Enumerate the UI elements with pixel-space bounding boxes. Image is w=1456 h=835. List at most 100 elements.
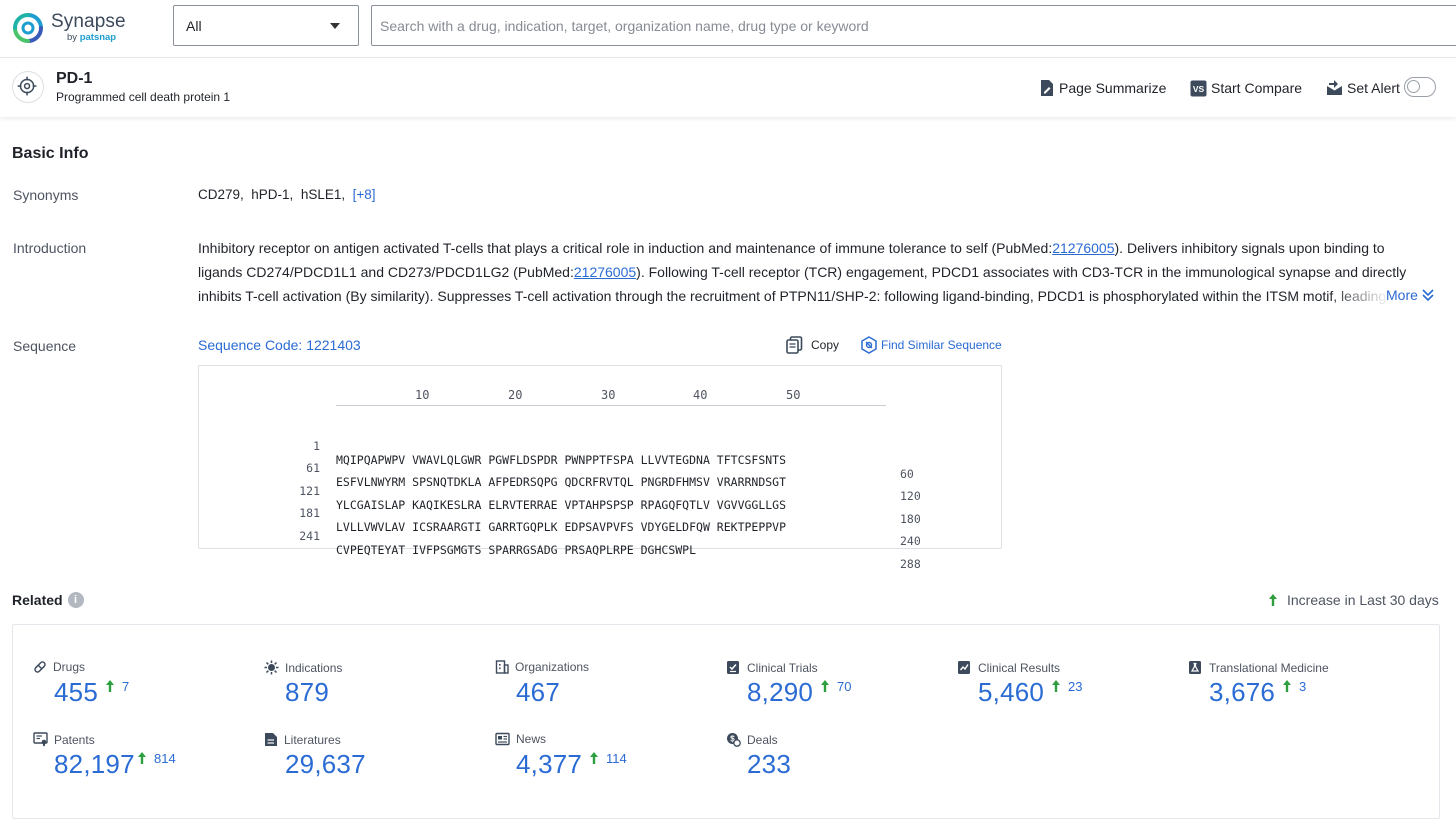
stat-indications[interactable]: Indications 879: [264, 660, 484, 726]
search-scope-select[interactable]: All: [173, 5, 359, 46]
intro-line: Inhibitory receptor on antigen activated…: [198, 236, 1438, 260]
info-icon[interactable]: i: [68, 592, 84, 608]
intro-more-button[interactable]: More: [1386, 287, 1435, 303]
stat-increase-value: 23: [1068, 679, 1082, 694]
find-similar-sequence-button[interactable]: Find Similar Sequence: [860, 336, 1002, 354]
virus-icon: [264, 660, 279, 675]
stat-header: News: [495, 732, 546, 746]
synonyms-list: CD279, hPD-1, hSLE1, [+8]: [198, 187, 376, 202]
intro-fade: [1330, 284, 1390, 306]
logo-by: by: [67, 32, 77, 43]
copy-button[interactable]: Copy: [786, 336, 839, 354]
stat-increase-value: 3: [1299, 679, 1306, 694]
logo-name: Synapse: [51, 11, 126, 33]
stat-header: Translational Medicine: [1188, 660, 1329, 675]
set-alert-button[interactable]: Set Alert: [1326, 78, 1400, 98]
stat-increase: 814: [137, 751, 176, 766]
pill-icon: [33, 660, 47, 674]
stat-increase: 7: [105, 679, 129, 694]
basic-info-title: Basic Info: [12, 145, 88, 163]
sequence-residues: CVPEQTEYAT IVFPSGMGTS SPARRGSADG PRSAQPL…: [336, 543, 696, 557]
copy-label: Copy: [811, 338, 839, 352]
compare-icon: VS: [1190, 80, 1207, 97]
stat-clinical-trials[interactable]: Clinical Trials 8,290 70: [726, 660, 946, 726]
start-compare-label: Start Compare: [1211, 80, 1302, 96]
stat-label: Literatures: [284, 733, 341, 747]
stat-label: Deals: [747, 733, 778, 747]
molecule-icon: [860, 336, 878, 354]
stat-header: $ Deals: [726, 732, 778, 747]
sequence-row: 241 CVPEQTEYAT IVFPSGMGTS SPARRGSADG PRS…: [0, 515, 1000, 571]
entity-header: PD-1 Programmed cell death protein 1 Pag…: [0, 59, 1456, 117]
newspaper-icon: [495, 732, 510, 746]
related-title: Related i: [12, 592, 84, 608]
money-icon: $: [726, 732, 741, 747]
arrow-up-icon: [1051, 679, 1061, 693]
stat-organizations[interactable]: Organizations 467: [495, 660, 715, 726]
ruler-tick: 30: [601, 388, 615, 402]
stat-value: 5,460: [978, 677, 1044, 708]
stat-deals[interactable]: $ Deals 233: [726, 732, 946, 798]
arrow-up-icon: [1282, 679, 1292, 693]
introduction-text: Inhibitory receptor on antigen activated…: [198, 236, 1438, 308]
stat-drugs[interactable]: Drugs 455 7: [33, 660, 253, 726]
find-similar-label: Find Similar Sequence: [881, 338, 1002, 352]
ruler-tick: 10: [415, 388, 429, 402]
target-icon: [12, 71, 44, 103]
sequence-start: 241: [260, 529, 320, 543]
synapse-logo[interactable]: Synapse by patsnap: [12, 10, 152, 46]
stat-value: 29,637: [285, 749, 366, 780]
flask-doc-icon: [1188, 660, 1203, 675]
stat-label: Patents: [54, 733, 95, 747]
stat-translational-medicine[interactable]: Translational Medicine 3,676 3: [1188, 660, 1408, 726]
intro-text: ). Following T-cell receptor (TCR) engag…: [636, 264, 1406, 280]
sequence-ruler: 10 20 30 40 50: [336, 388, 886, 406]
synonyms-more-link[interactable]: [+8]: [353, 187, 376, 202]
document-pen-icon: [1039, 79, 1055, 97]
arrow-up-icon: [1268, 593, 1278, 607]
related-title-label: Related: [12, 592, 63, 608]
intro-line: inhibits T-cell activation (By similarit…: [198, 284, 1438, 308]
sequence-end: 288: [900, 557, 921, 571]
set-alert-label: Set Alert: [1347, 80, 1400, 96]
intro-text: ligands CD274/PDCD1L1 and CD273/PDCD1LG2…: [198, 264, 574, 280]
sequence-code-link[interactable]: Sequence Code: 1221403: [198, 337, 361, 353]
arrow-up-icon: [105, 679, 115, 693]
pubmed-link[interactable]: 21276005: [1052, 240, 1114, 256]
stat-increase: 23: [1051, 679, 1082, 694]
stat-header: Literatures: [264, 732, 341, 747]
chart-doc-icon: [957, 660, 972, 675]
stat-label: Clinical Results: [978, 661, 1060, 675]
intro-more-label: More: [1386, 287, 1418, 303]
clipboard-icon: [726, 660, 741, 675]
search-input[interactable]: [380, 6, 1450, 45]
stat-literatures[interactable]: Literatures 29,637: [264, 732, 484, 798]
stat-header: Organizations: [495, 660, 589, 674]
logo-byline: by patsnap: [67, 32, 116, 43]
pubmed-link[interactable]: 21276005: [574, 264, 636, 280]
stat-patents[interactable]: Patents 82,197 814: [33, 732, 253, 798]
start-compare-button[interactable]: VS Start Compare: [1190, 78, 1302, 98]
stat-value: 455: [54, 677, 98, 708]
page-summarize-button[interactable]: Page Summarize: [1039, 78, 1166, 98]
stat-news[interactable]: News 4,377 114: [495, 732, 715, 798]
stat-clinical-results[interactable]: Clinical Results 5,460 23: [957, 660, 1177, 726]
synonym: hPD-1,: [251, 187, 293, 202]
stat-value: 8,290: [747, 677, 813, 708]
stat-increase-value: 70: [837, 679, 851, 694]
arrow-up-icon: [820, 679, 830, 693]
page-subtitle: Programmed cell death protein 1: [56, 90, 230, 104]
stat-increase-value: 114: [606, 751, 627, 766]
intro-text: inhibits T-cell activation (By similarit…: [198, 288, 1386, 304]
arrow-up-icon: [137, 751, 147, 765]
stat-header: Indications: [264, 660, 342, 675]
stat-label: News: [516, 732, 546, 746]
stat-header: Clinical Trials: [726, 660, 818, 675]
intro-line: ligands CD274/PDCD1L1 and CD273/PDCD1LG2…: [198, 260, 1438, 284]
stat-increase-value: 7: [122, 679, 129, 694]
stat-value: 879: [285, 677, 329, 708]
stat-value: 4,377: [516, 749, 582, 780]
search-scope-value: All: [186, 18, 202, 34]
double-chevron-down-icon: [1421, 288, 1435, 302]
set-alert-toggle[interactable]: [1404, 77, 1436, 97]
